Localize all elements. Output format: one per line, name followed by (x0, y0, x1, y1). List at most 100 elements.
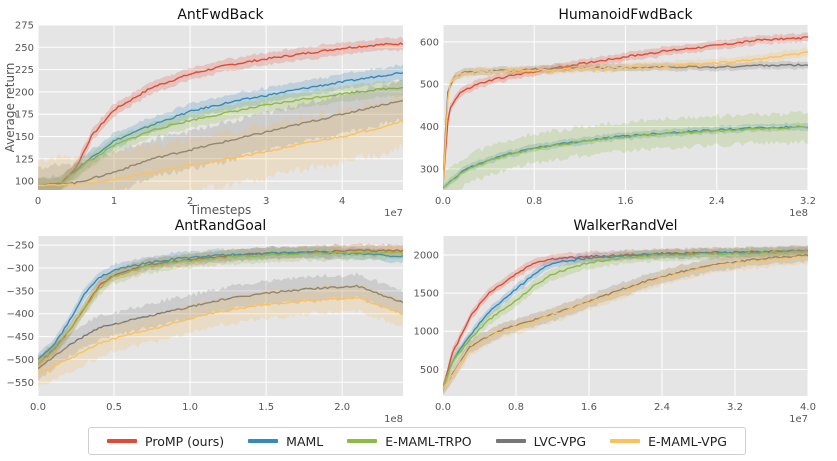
series-line (443, 250, 808, 389)
x-multiplier: 1e7 (789, 414, 808, 425)
y-tick-label: 300 (420, 164, 439, 175)
figure: 0 1 2 3 4 100 125 150 175 200 225 250 275 AntFwdBack 1… (3, 7, 816, 425)
chart-panel-1: 0.0 0.8 1.6 2.4 3.2 300 400 500 600 HumanoidFwdBa… (420, 7, 816, 219)
series-band (443, 247, 808, 396)
y-tick-label: −350 (7, 286, 34, 297)
series-line (443, 249, 808, 389)
series-band (38, 93, 403, 190)
series-line (38, 296, 403, 374)
y-tick-label: 100 (15, 177, 34, 188)
legend-swatch-emaml-vpg (610, 439, 641, 443)
y-tick-label: 1500 (414, 289, 439, 300)
y-tick-label: 125 (15, 154, 34, 165)
x-tick-label: 0.8 (526, 196, 542, 207)
y-tick-label: −450 (7, 332, 34, 343)
series-group (443, 245, 808, 396)
series-line (38, 249, 403, 365)
y-axis-label: Average return (3, 63, 17, 153)
series-line (443, 36, 808, 186)
series-band (38, 78, 403, 190)
series-line (443, 253, 808, 389)
legend-item-lvc-vpg: LVC-VPG (495, 433, 587, 449)
series-line (443, 125, 808, 189)
x-tick-label: 3.2 (727, 402, 743, 413)
series-band (38, 243, 403, 370)
series-band (38, 243, 403, 371)
legend-label-promp: ProMP (ours) (145, 433, 225, 449)
legend-item-emaml-vpg: E-MAML-VPG (610, 434, 727, 449)
legend-label-lvc-vpg: LVC-VPG (533, 433, 587, 449)
x-tick-label: 3 (263, 196, 269, 207)
x-axis-label: Timesteps (189, 203, 252, 217)
x-tick-label: 1.6 (618, 196, 634, 207)
x-tick-label: 1 (111, 196, 117, 207)
series-line (38, 250, 403, 365)
chart-panel-0: 0 1 2 3 4 100 125 150 175 200 225 250 275 AntFwdBack 1… (3, 7, 403, 219)
series-line (38, 99, 403, 187)
chart-title: AntRandGoal (175, 218, 267, 234)
x-tick-label: 4 (339, 196, 345, 207)
series-line (38, 72, 403, 187)
series-group (443, 32, 808, 190)
chart-title: AntFwdBack (177, 7, 264, 23)
x-tick-label: 1.6 (581, 402, 597, 413)
x-tick-label: 0.5 (106, 402, 122, 413)
series-band (38, 272, 403, 381)
y-tick-label: 275 (15, 21, 34, 32)
legend-item-emaml-trpo: E-MAML-TRPO (347, 433, 472, 449)
y-tick-label: 250 (15, 43, 34, 54)
y-tick-label: 150 (15, 132, 34, 143)
series-band (38, 281, 403, 387)
series-band (443, 248, 808, 396)
legend-swatch-promp (107, 439, 138, 443)
x-tick-label: 0 (35, 196, 41, 207)
y-tick-label: 2000 (414, 251, 439, 262)
x-tick-label: 2.0 (334, 402, 350, 413)
chart-panel-3: 0.0 0.8 1.6 2.4 3.2 4.0 500 1000 1500 2000 WalkerR… (414, 218, 816, 425)
x-tick-label: 4.0 (800, 402, 816, 413)
series-band (38, 79, 403, 190)
series-group (38, 36, 403, 190)
legend-swatch-lvc-vpg (495, 439, 526, 443)
legend-swatch-emaml-trpo (347, 439, 378, 443)
x-tick-label: 2.4 (654, 402, 670, 413)
x-tick-label: 0.8 (508, 402, 524, 413)
x-tick-label: 1.0 (182, 402, 198, 413)
y-tick-label: 1000 (414, 327, 439, 338)
series-line (38, 119, 403, 187)
series-line (443, 51, 808, 186)
x-multiplier: 1e8 (384, 414, 403, 425)
x-tick-label: 0.0 (435, 196, 451, 207)
series-line (443, 255, 808, 389)
x-tick-label: 2 (187, 196, 193, 207)
legend: ProMP (ours) MAML E-MAML-TRPO LVC-VPG E-… (88, 427, 746, 455)
y-tick-label: 225 (15, 65, 34, 76)
legend-label-emaml-vpg: E-MAML-VPG (648, 433, 727, 449)
legend-item-promp: ProMP (ours) (107, 434, 224, 449)
series-line (38, 42, 403, 187)
y-tick-label: 600 (420, 37, 439, 48)
x-tick-label: 0.0 (30, 402, 46, 413)
series-group (38, 243, 403, 387)
series-line (38, 284, 403, 370)
y-tick-label: 175 (15, 110, 34, 121)
x-tick-label: 3.2 (800, 196, 816, 207)
chart-title: WalkerRandVel (573, 218, 677, 234)
legend-label-maml: MAML (286, 433, 324, 449)
y-tick-label: 500 (420, 80, 439, 91)
y-tick-label: −250 (7, 241, 34, 252)
y-tick-label: −400 (7, 309, 34, 320)
y-tick-label: 200 (15, 87, 34, 98)
series-band (443, 245, 808, 394)
x-multiplier: 1e7 (384, 208, 403, 219)
chart-title: HumanoidFwdBack (558, 7, 693, 23)
series-line (38, 86, 403, 187)
x-tick-label: 1.5 (258, 402, 274, 413)
y-tick-label: 500 (420, 365, 439, 376)
x-multiplier: 1e8 (789, 208, 808, 219)
legend-swatch-maml (248, 439, 279, 443)
series-band (38, 245, 403, 366)
y-tick-label: −300 (7, 264, 34, 275)
legend-label-emaml-trpo: E-MAML-TRPO (385, 433, 472, 449)
series-band (443, 60, 808, 186)
